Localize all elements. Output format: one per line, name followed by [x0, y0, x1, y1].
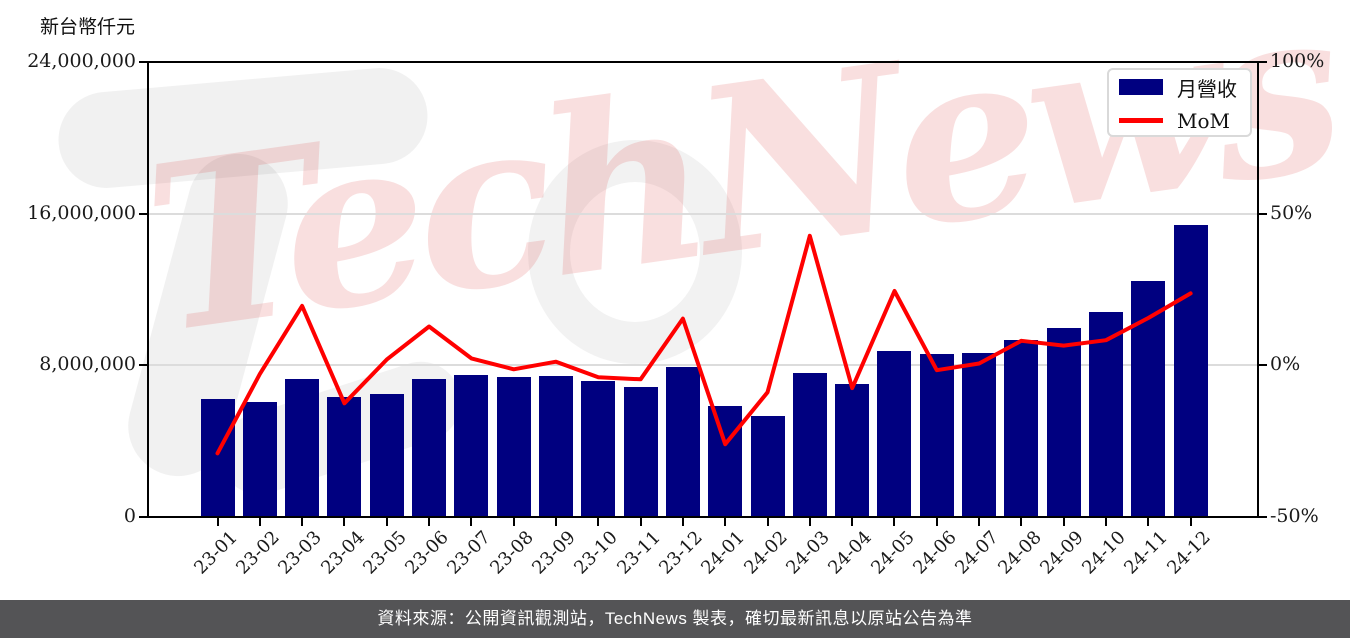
left-axis-tick: [139, 61, 148, 63]
right-axis-tick-label: 50%: [1270, 201, 1313, 224]
x-axis-tick: [301, 517, 304, 526]
left-axis-tick-label: 8,000,000: [39, 353, 136, 376]
left-axis-unit-label: 新台幣仟元: [40, 17, 136, 38]
revenue-bar-23-04: [327, 396, 362, 517]
legend-line-label: MoM: [1177, 108, 1230, 133]
x-axis-tick: [935, 517, 938, 526]
right-axis-tick-label: 0%: [1270, 353, 1301, 376]
right-axis-tick: [1258, 516, 1267, 518]
revenue-bar-23-05: [369, 394, 404, 517]
x-axis-tick: [554, 517, 557, 526]
revenue-bar-24-10: [1089, 312, 1123, 517]
x-axis-tick: [385, 517, 388, 526]
legend-item-revenue: 月營收: [1119, 73, 1240, 102]
gridline: [148, 364, 1258, 367]
revenue-bar-23-06: [412, 378, 447, 517]
x-axis-tick: [1105, 517, 1107, 526]
x-axis-tick: [893, 517, 896, 526]
revenue-bar-24-06: [919, 353, 954, 517]
revenue-bar-23-10: [581, 381, 616, 517]
revenue-bar-24-04: [835, 383, 870, 517]
x-axis-tick: [724, 517, 727, 526]
x-axis-tick: [808, 517, 811, 526]
revenue-bar-24-02: [750, 416, 785, 517]
x-axis-tick: [1062, 517, 1065, 526]
x-axis-tick: [851, 517, 854, 526]
revenue-bar-23-09: [538, 375, 573, 517]
x-axis-tick: [681, 517, 684, 526]
right-axis-tick: [1258, 212, 1267, 215]
gridline: [148, 212, 1258, 215]
revenue-bar-24-03: [792, 373, 827, 517]
legend-item-mom: MoM: [1119, 109, 1240, 133]
source-attribution-bar: 資料來源：公開資訊觀測站，TechNews 製表，確切最新訊息以原站公告為準: [0, 600, 1350, 638]
revenue-bar-23-07: [454, 375, 489, 517]
x-axis-tick: [597, 517, 600, 526]
revenue-bar-23-12: [665, 367, 700, 517]
legend-line-swatch: [1119, 118, 1163, 123]
revenue-bar-23-01: [200, 398, 235, 517]
x-axis-tick: [343, 517, 346, 526]
legend: 月營收 MoM: [1107, 68, 1252, 137]
x-axis-tick: [639, 517, 642, 526]
revenue-bar-24-09: [1046, 328, 1081, 517]
left-axis-tick-label: 0: [123, 505, 136, 527]
x-axis-tick: [1020, 517, 1023, 526]
revenue-bar-24-12: [1173, 224, 1208, 517]
revenue-bar-24-07: [962, 353, 997, 517]
legend-bar-label: 月營收: [1177, 76, 1237, 101]
revenue-bar-23-11: [623, 387, 658, 517]
revenue-bar-23-03: [285, 379, 320, 517]
left-axis-tick-label: 24,000,000: [27, 50, 136, 72]
right-axis-tick-label: -50%: [1270, 505, 1319, 527]
x-axis-tick: [258, 517, 261, 526]
x-axis-tick: [216, 517, 219, 526]
right-axis-tick: [1258, 364, 1267, 367]
left-axis-tick: [139, 364, 148, 367]
x-axis-tick: [470, 517, 473, 526]
right-axis-tick: [1258, 61, 1267, 63]
x-axis-tick: [978, 517, 981, 526]
x-axis-tick: [512, 517, 515, 526]
revenue-bar-23-02: [242, 401, 277, 517]
revenue-bar-24-01: [708, 406, 743, 517]
right-axis-tick-label: 100%: [1270, 50, 1325, 72]
x-axis-tick: [1189, 517, 1192, 526]
x-axis-tick: [428, 517, 431, 526]
x-axis-tick: [766, 517, 769, 526]
left-axis-tick-label: 16,000,000: [27, 201, 136, 224]
legend-bar-swatch: [1119, 79, 1163, 95]
x-axis-tick: [1147, 517, 1150, 526]
revenue-bar-23-08: [496, 377, 531, 517]
revenue-bar-24-05: [877, 351, 912, 517]
left-axis-tick: [139, 516, 148, 518]
revenue-bar-24-08: [1004, 339, 1039, 517]
mom-line: [215, 233, 1193, 456]
left-axis-tick: [139, 212, 148, 215]
